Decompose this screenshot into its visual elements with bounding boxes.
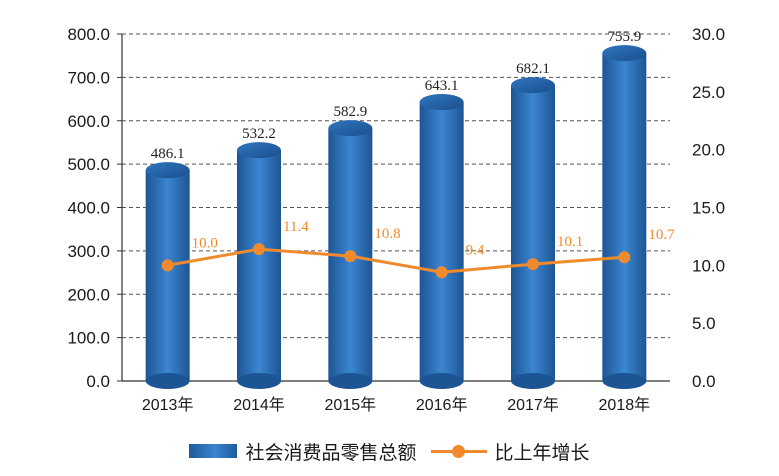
bar <box>602 45 647 389</box>
left-tick-label: 700.0 <box>67 68 110 87</box>
bar-value-label: 682.1 <box>516 61 550 77</box>
x-tick-label: 2013年 <box>142 396 194 414</box>
bar-value-label: 755.9 <box>607 29 641 45</box>
bar-base <box>419 373 464 389</box>
right-tick-label: 15.0 <box>692 199 725 218</box>
right-tick-label: 30.0 <box>692 25 725 44</box>
right-tick-label: 0.0 <box>692 372 716 391</box>
line-series <box>161 243 631 279</box>
bar-value-label: 582.9 <box>333 104 367 120</box>
left-tick-label: 300.0 <box>67 242 110 261</box>
bar <box>145 162 190 389</box>
right-tick-label: 20.0 <box>692 141 725 160</box>
left-tick-label: 0.0 <box>86 372 110 391</box>
x-tick-label: 2015年 <box>325 396 377 414</box>
x-tick-label: 2017年 <box>507 396 559 414</box>
growth-value-label: 10.7 <box>648 227 675 243</box>
legend-bar-label: 社会消费品零售总额 <box>245 441 417 464</box>
bar <box>419 94 464 389</box>
growth-value-label: 11.4 <box>283 219 309 235</box>
right-tick-label: 25.0 <box>692 83 725 102</box>
growth-point <box>527 258 539 271</box>
bar-value-label: 486.1 <box>151 146 185 162</box>
growth-point <box>618 251 631 264</box>
bar-body <box>602 53 647 381</box>
chart: 0.0 100.0 200.0 300.0 400.0 500.0 600.0 700.0 80… <box>67 25 725 414</box>
right-tick-label: 5.0 <box>692 314 716 333</box>
bar-cap <box>328 120 373 137</box>
left-tick-label: 800.0 <box>67 25 110 44</box>
legend: 社会消费品零售总额 比上年增长 <box>0 436 779 466</box>
growth-line <box>167 247 625 274</box>
bar <box>511 77 555 389</box>
growth-point <box>253 243 265 256</box>
bar-value-label: 532.2 <box>242 126 276 142</box>
bar-base <box>237 373 281 389</box>
bar-cap <box>511 77 555 94</box>
gridlines <box>122 33 670 339</box>
growth-value-label: 10.1 <box>557 234 583 250</box>
legend-item-line: 比上年增长 <box>430 438 590 465</box>
bar-value-label: 643.1 <box>425 78 459 94</box>
x-tick-label: 2016年 <box>416 396 468 414</box>
bar-body <box>419 102 464 382</box>
bar-base <box>511 373 555 389</box>
right-tick-label: 10.0 <box>692 256 725 275</box>
data-labels: 486.1 532.2 582.9 643.1 682.1 755.9 10.0 11.4 10… <box>151 29 675 258</box>
bar-cap <box>237 142 281 159</box>
x-tick-label: 2018年 <box>599 396 651 414</box>
legend-item-bar: 社会消费品零售总额 <box>189 438 417 465</box>
left-tick-label: 400.0 <box>67 199 110 218</box>
x-tick-label: 2014年 <box>233 396 285 414</box>
bar-base <box>145 373 190 389</box>
growth-point <box>435 266 448 279</box>
growth-value-label: 9.4 <box>466 242 485 258</box>
bar-body <box>145 170 190 381</box>
bar-base <box>328 373 373 389</box>
bar-body <box>237 150 281 381</box>
bar <box>237 142 281 389</box>
bar-body <box>511 85 555 381</box>
legend-line-swatch <box>430 444 487 458</box>
growth-point <box>344 250 357 263</box>
bar-base <box>602 373 647 389</box>
bar-cap <box>145 162 190 179</box>
axes: 0.0 100.0 200.0 300.0 400.0 500.0 600.0 700.0 80… <box>67 25 725 414</box>
growth-value-label: 10.0 <box>192 235 218 251</box>
left-tick-label: 600.0 <box>67 112 110 131</box>
growth-value-label: 10.8 <box>374 226 400 242</box>
growth-point <box>161 259 174 272</box>
left-tick-label: 500.0 <box>67 155 110 174</box>
bar-cap <box>602 45 647 62</box>
bar-cap <box>419 94 464 111</box>
legend-line-label: 比上年增长 <box>494 441 590 464</box>
legend-bar-swatch <box>189 444 238 458</box>
bar-series <box>145 45 647 389</box>
left-tick-label: 100.0 <box>67 329 110 348</box>
left-tick-label: 200.0 <box>67 285 110 304</box>
